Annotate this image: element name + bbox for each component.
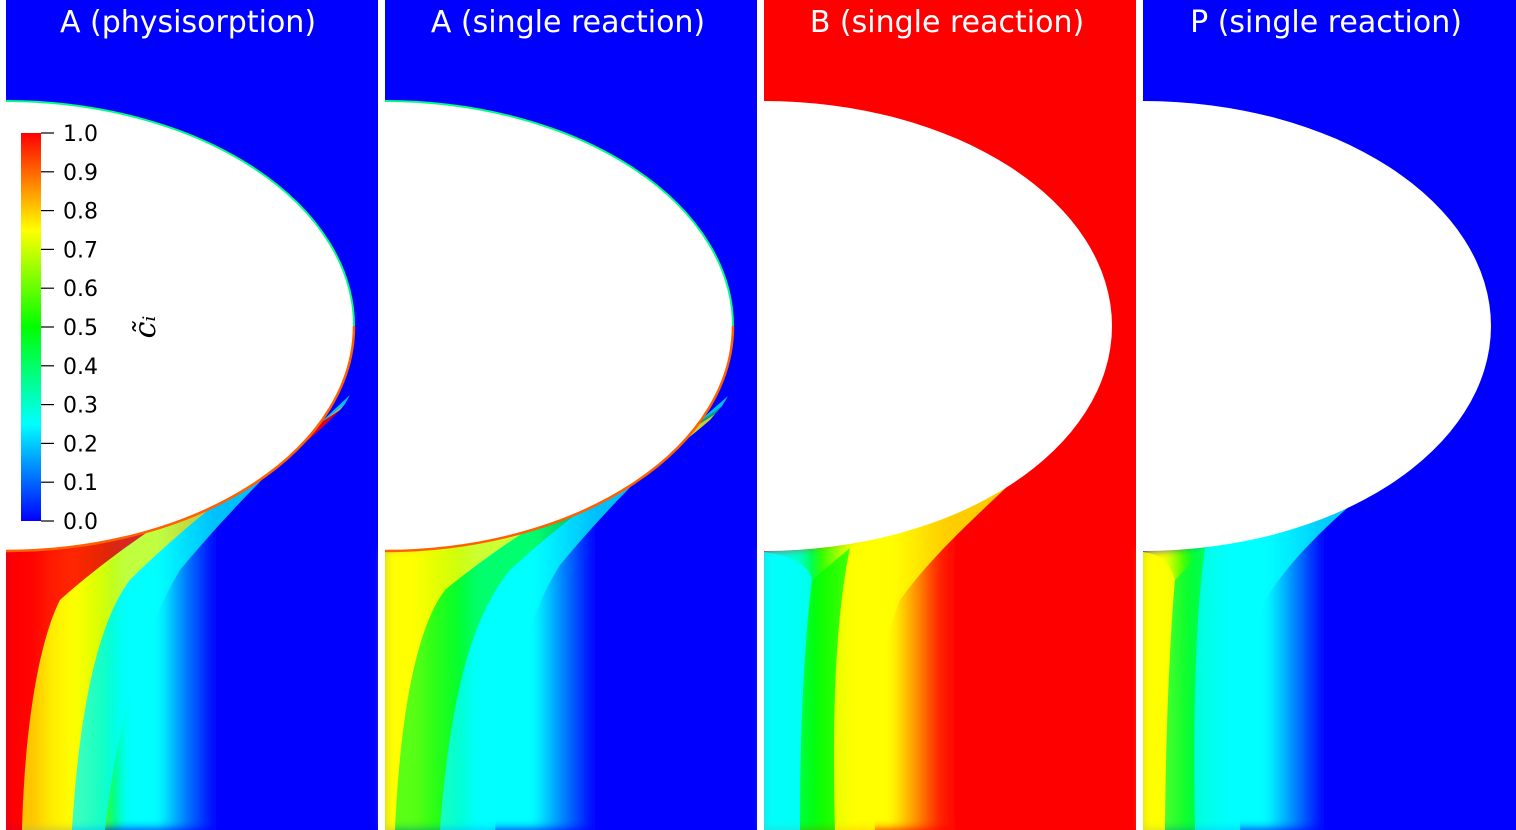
surface-layer-lower [384, 325, 735, 553]
surface-layer-lower [5, 325, 356, 553]
cylinder-obstacle [764, 101, 1112, 551]
colorbar-tick-label: 0.4 [63, 355, 98, 380]
cylinder-obstacle [6, 101, 354, 551]
panel-a-single-reaction: A (single reaction) [384, 0, 757, 830]
surface-layer [384, 100, 734, 327]
left-margin [0, 0, 6, 830]
wake-bands [6, 395, 350, 830]
cylinder-obstacle [1143, 101, 1491, 551]
colorbar: 1.0 0.9 0.8 0.7 0.6 0.5 0.4 0.3 0.2 0.1 0.0 c̃ᵢ [21, 122, 163, 535]
panel-separator [757, 0, 764, 830]
colorbar-tick-label: 0.3 [63, 394, 98, 419]
panel-title: A (single reaction) [431, 5, 705, 40]
colorbar-ticks: 1.0 0.9 0.8 0.7 0.6 0.5 0.4 0.3 0.2 0.1 0.0 [41, 122, 98, 535]
wake-bands [385, 396, 728, 830]
wake-bands [764, 455, 1040, 830]
colorbar-gradient [21, 133, 41, 521]
panel-b-single-reaction: B (single reaction) [764, 0, 1136, 830]
colorbar-tick-label: 0.8 [63, 200, 98, 225]
colorbar-tick-label: 0.5 [63, 316, 98, 341]
panel-a-physisorption: A (physisorption) [5, 0, 378, 830]
panel-separator [1136, 0, 1143, 830]
panel-title: A (physisorption) [60, 5, 316, 40]
colorbar-tick-label: 0.2 [63, 432, 98, 457]
panel-title: B (single reaction) [810, 5, 1084, 40]
wake-bands [1143, 455, 1410, 830]
colorbar-tick-label: 1.0 [63, 122, 98, 147]
colorbar-tick-label: 0.9 [63, 161, 98, 186]
surface-layer [5, 100, 355, 327]
panel-title: P (single reaction) [1190, 5, 1462, 40]
colorbar-tick-label: 0.7 [63, 238, 98, 263]
cylinder-obstacle [385, 101, 733, 551]
panel-separator [378, 0, 385, 830]
colorbar-tick-label: 0.0 [63, 510, 98, 535]
colorbar-tick-label: 0.6 [63, 277, 98, 302]
colorbar-tick-label: 0.1 [63, 471, 98, 496]
colorbar-title: c̃ᵢ [128, 316, 163, 339]
panel-p-single-reaction: P (single reaction) [1143, 0, 1516, 830]
